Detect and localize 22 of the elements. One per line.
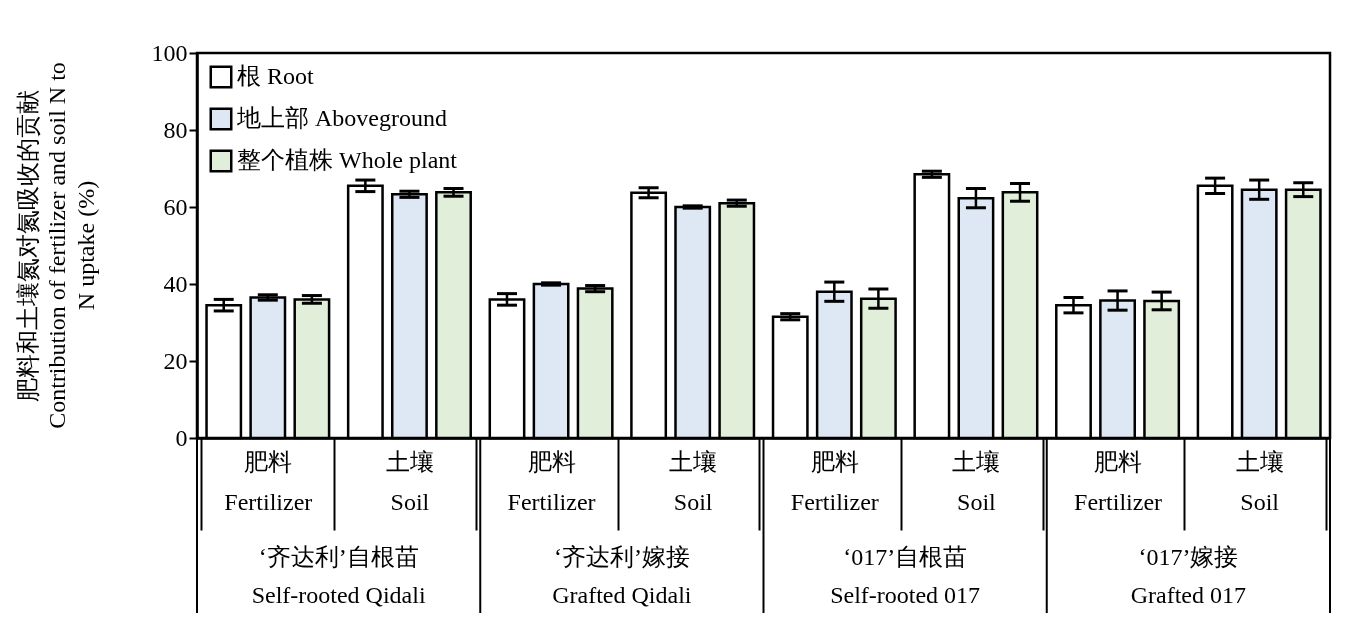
x-tick-label: 土壤 Soil: [385, 448, 434, 515]
text: ‘017’嫁接 Grafted 017: [1130, 544, 1247, 608]
y-tick-label: 80: [163, 116, 188, 143]
y-tick-label: 40: [163, 270, 188, 297]
text: ‘齐达利’嫁接 Grafted Qidali: [552, 544, 692, 608]
y-axis-title: 肥料和土壤氮对氮吸收的贡献 Contribution of fertilizer and soil N to N uptake (%): [15, 62, 99, 429]
legend-label: 地上部 Aboveground: [236, 105, 447, 131]
x-tick-label: 土壤 Soil: [669, 448, 718, 515]
x-tick-label: 肥料 Fertilizer: [224, 448, 313, 515]
x-tick-label: 肥料 Fertilizer: [790, 448, 879, 515]
x-tick-label: 土壤 Soil: [1235, 448, 1284, 515]
legend-label: 根 Root: [237, 63, 315, 89]
y-tick-label: 100: [151, 39, 188, 66]
x-tick-label: 肥料 Fertilizer: [507, 448, 596, 515]
y-tick-label: 20: [163, 347, 188, 374]
legend-label: 整个植株 Whole plant: [237, 147, 458, 173]
y-tick-label: 0: [175, 424, 188, 451]
y-tick-label: 60: [163, 193, 188, 220]
x-tick-label: 土壤 Soil: [952, 448, 1001, 515]
text: ‘齐达利’自根苗 Self-rooted Qidali: [251, 544, 426, 608]
x-tick-label: 肥料 Fertilizer: [1074, 448, 1163, 515]
text: ‘017’自根苗 Self-rooted 017: [830, 544, 981, 608]
